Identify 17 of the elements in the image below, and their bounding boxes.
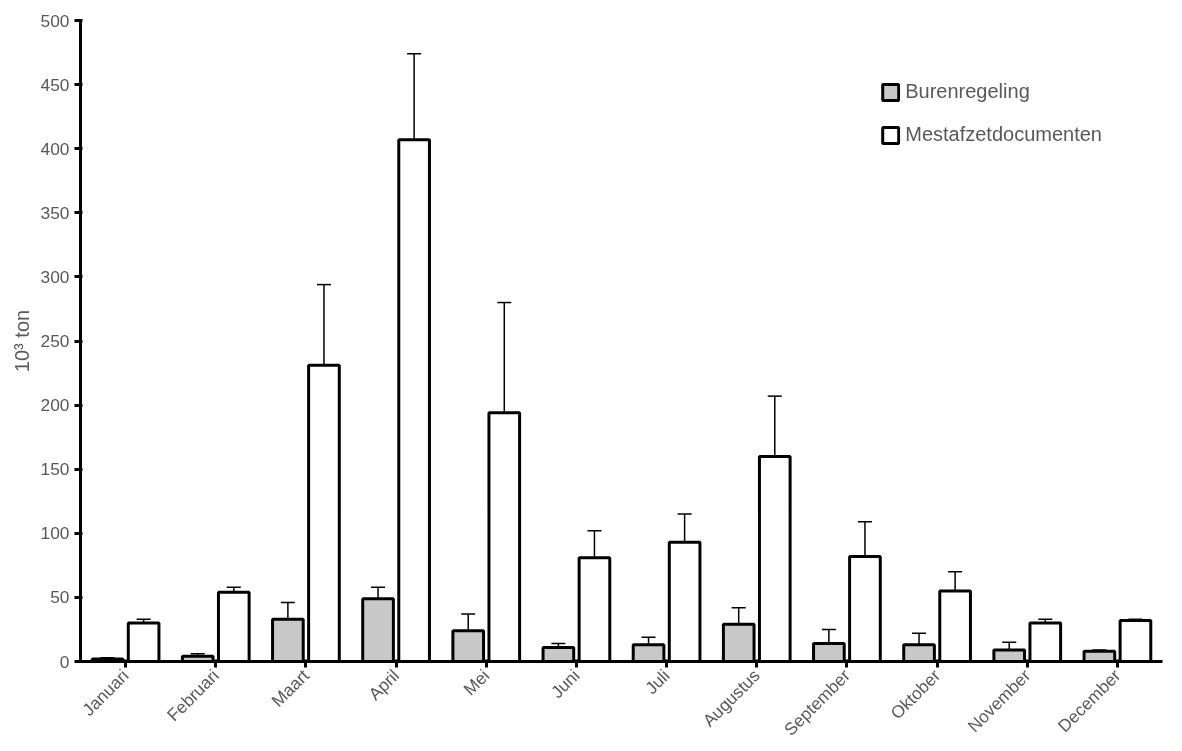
x-tick-label: Juli bbox=[641, 665, 674, 698]
legend-label: Mestafzetdocumenten bbox=[905, 123, 1102, 146]
y-tick-label: 0 bbox=[59, 651, 70, 672]
y-tick-label: 200 bbox=[40, 395, 70, 416]
y-tick-label: 100 bbox=[40, 523, 70, 544]
y-tick-label: 400 bbox=[40, 138, 70, 159]
legend-label: Burenregeling bbox=[905, 80, 1030, 103]
x-tick-label: Mei bbox=[459, 665, 494, 700]
y-tick-label: 50 bbox=[50, 587, 70, 608]
y-tick-label: 500 bbox=[40, 10, 70, 31]
y-tick-label: 250 bbox=[40, 331, 70, 351]
x-tick-label: Juni bbox=[546, 665, 584, 703]
y-tick-label: 150 bbox=[40, 459, 70, 480]
y-axis-title: 10³ ton bbox=[10, 309, 33, 373]
y-tick-label: 300 bbox=[40, 266, 70, 287]
y-tick-label: 450 bbox=[40, 74, 70, 95]
y-tick-label: 350 bbox=[40, 202, 70, 223]
